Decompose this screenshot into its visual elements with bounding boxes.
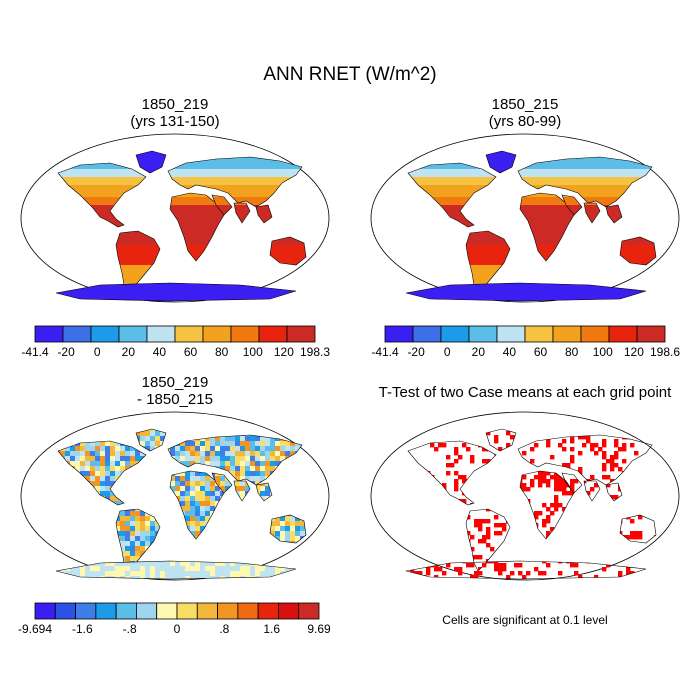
panel-d-title: T-Test of two Case means at each grid po… (350, 384, 700, 401)
panel-b-title-line2: (yrs 80-99) (370, 113, 680, 130)
colorbar-c-box (237, 602, 259, 620)
colorbar-tick-label: -1.6 (72, 622, 93, 636)
colorbar-tick-label: 120 (624, 345, 644, 359)
significance-note: Cells are significant at 0.1 level (350, 613, 700, 627)
figure-title: ANN RNET (W/m^2) (0, 64, 700, 86)
colorbar-tick-label: 198.6 (650, 345, 680, 359)
colorbar-b-box (412, 325, 442, 343)
colorbar-tick-label: -41.4 (21, 345, 48, 359)
colorbar-tick-label: 100 (593, 345, 613, 359)
panel-a-title-line2: (yrs 131-150) (20, 113, 330, 130)
panel-c-title: 1850_219 - 1850_215 (20, 374, 330, 408)
panel-c-title-line2: - 1850_215 (20, 391, 330, 408)
map-b-outline (370, 133, 680, 303)
colorbar-a-box (90, 325, 120, 343)
colorbar-c-box (278, 602, 300, 620)
colorbar-b-box (552, 325, 582, 343)
colorbar-tick-label: 0 (94, 345, 101, 359)
colorbar-a-box (146, 325, 176, 343)
colorbar-b-box (608, 325, 638, 343)
colorbar-tick-label: 0 (444, 345, 451, 359)
colorbar-tick-label: -.8 (123, 622, 137, 636)
colorbar-tick-label: -20 (57, 345, 74, 359)
colorbar-tick-label: 0 (174, 622, 181, 636)
colorbar-c-box (136, 602, 158, 620)
colorbar-b-box (384, 325, 414, 343)
colorbar-c-box (95, 602, 117, 620)
colorbar-a-box (34, 325, 64, 343)
colorbar-a (34, 325, 316, 343)
colorbar-c-box (156, 602, 178, 620)
colorbar-b-box (524, 325, 554, 343)
colorbar-a-box (174, 325, 204, 343)
map-c-outline (20, 411, 330, 581)
colorbar-tick-label: 100 (243, 345, 263, 359)
panel-b-title-line1: 1850_215 (370, 96, 680, 113)
colorbar-b-labels: -41.4 -20 0 20 40 60 80 100 120 198.6 (371, 345, 680, 360)
continent-greenland (486, 151, 516, 173)
colorbar-tick-label: 198.3 (300, 345, 330, 359)
panel-b-title: 1850_215 (yrs 80-99) (370, 96, 680, 130)
colorbar-a-box (286, 325, 316, 343)
colorbar-tick-label: 9.69 (307, 622, 330, 636)
colorbar-c-box (196, 602, 218, 620)
colorbar-b (384, 325, 666, 343)
panel-a-title: 1850_219 (yrs 131-150) (20, 96, 330, 130)
colorbar-a-box (258, 325, 288, 343)
colorbar-c-box (54, 602, 76, 620)
colorbar-a-labels: -41.4 -20 0 20 40 60 80 100 120 198.3 (21, 345, 330, 360)
colorbar-c-box (176, 602, 198, 620)
colorbar-c-box (115, 602, 137, 620)
continent-antarctica (406, 283, 646, 301)
continent-india (584, 203, 600, 223)
colorbar-tick-label: -41.4 (371, 345, 398, 359)
colorbar-tick-label: 60 (184, 345, 197, 359)
colorbar-b-box (468, 325, 498, 343)
colorbar-a-box (202, 325, 232, 343)
colorbar-tick-label: 40 (153, 345, 166, 359)
map-a-outline (20, 133, 330, 303)
map-d-outline (370, 411, 680, 581)
colorbar-a-box (62, 325, 92, 343)
continent-india (234, 203, 250, 223)
colorbar-tick-label: -20 (407, 345, 424, 359)
colorbar-b-box (496, 325, 526, 343)
colorbar-tick-label: 60 (534, 345, 547, 359)
continent-africa (520, 193, 574, 261)
colorbar-tick-label: 120 (274, 345, 294, 359)
colorbar-a-box (118, 325, 148, 343)
colorbar-a-box (230, 325, 260, 343)
map-panel-a (20, 133, 330, 303)
colorbar-c (34, 602, 320, 620)
continent-greenland (136, 151, 166, 173)
continent-antarctica (56, 283, 296, 301)
colorbar-c-box (257, 602, 279, 620)
map-panel-b (370, 133, 680, 303)
colorbar-c-box (298, 602, 320, 620)
colorbar-c-box (34, 602, 56, 620)
colorbar-tick-label: 40 (503, 345, 516, 359)
colorbar-c-labels: -9.694 -1.6 -.8 0 .8 1.6 9.69 (18, 622, 331, 637)
colorbar-tick-label: 80 (215, 345, 228, 359)
colorbar-tick-label: .8 (219, 622, 229, 636)
continent-africa (170, 193, 224, 261)
map-panel-c (20, 411, 330, 581)
colorbar-tick-label: 1.6 (263, 622, 280, 636)
colorbar-c-box (75, 602, 97, 620)
colorbar-b-box (440, 325, 470, 343)
colorbar-tick-label: 20 (472, 345, 485, 359)
colorbar-b-box (636, 325, 666, 343)
panel-c-title-line1: 1850_219 (20, 374, 330, 391)
map-panel-d (370, 411, 680, 581)
colorbar-tick-label: 20 (122, 345, 135, 359)
colorbar-b-box (580, 325, 610, 343)
colorbar-c-box (217, 602, 239, 620)
panel-a-title-line1: 1850_219 (20, 96, 330, 113)
colorbar-tick-label: -9.694 (18, 622, 52, 636)
colorbar-tick-label: 80 (565, 345, 578, 359)
